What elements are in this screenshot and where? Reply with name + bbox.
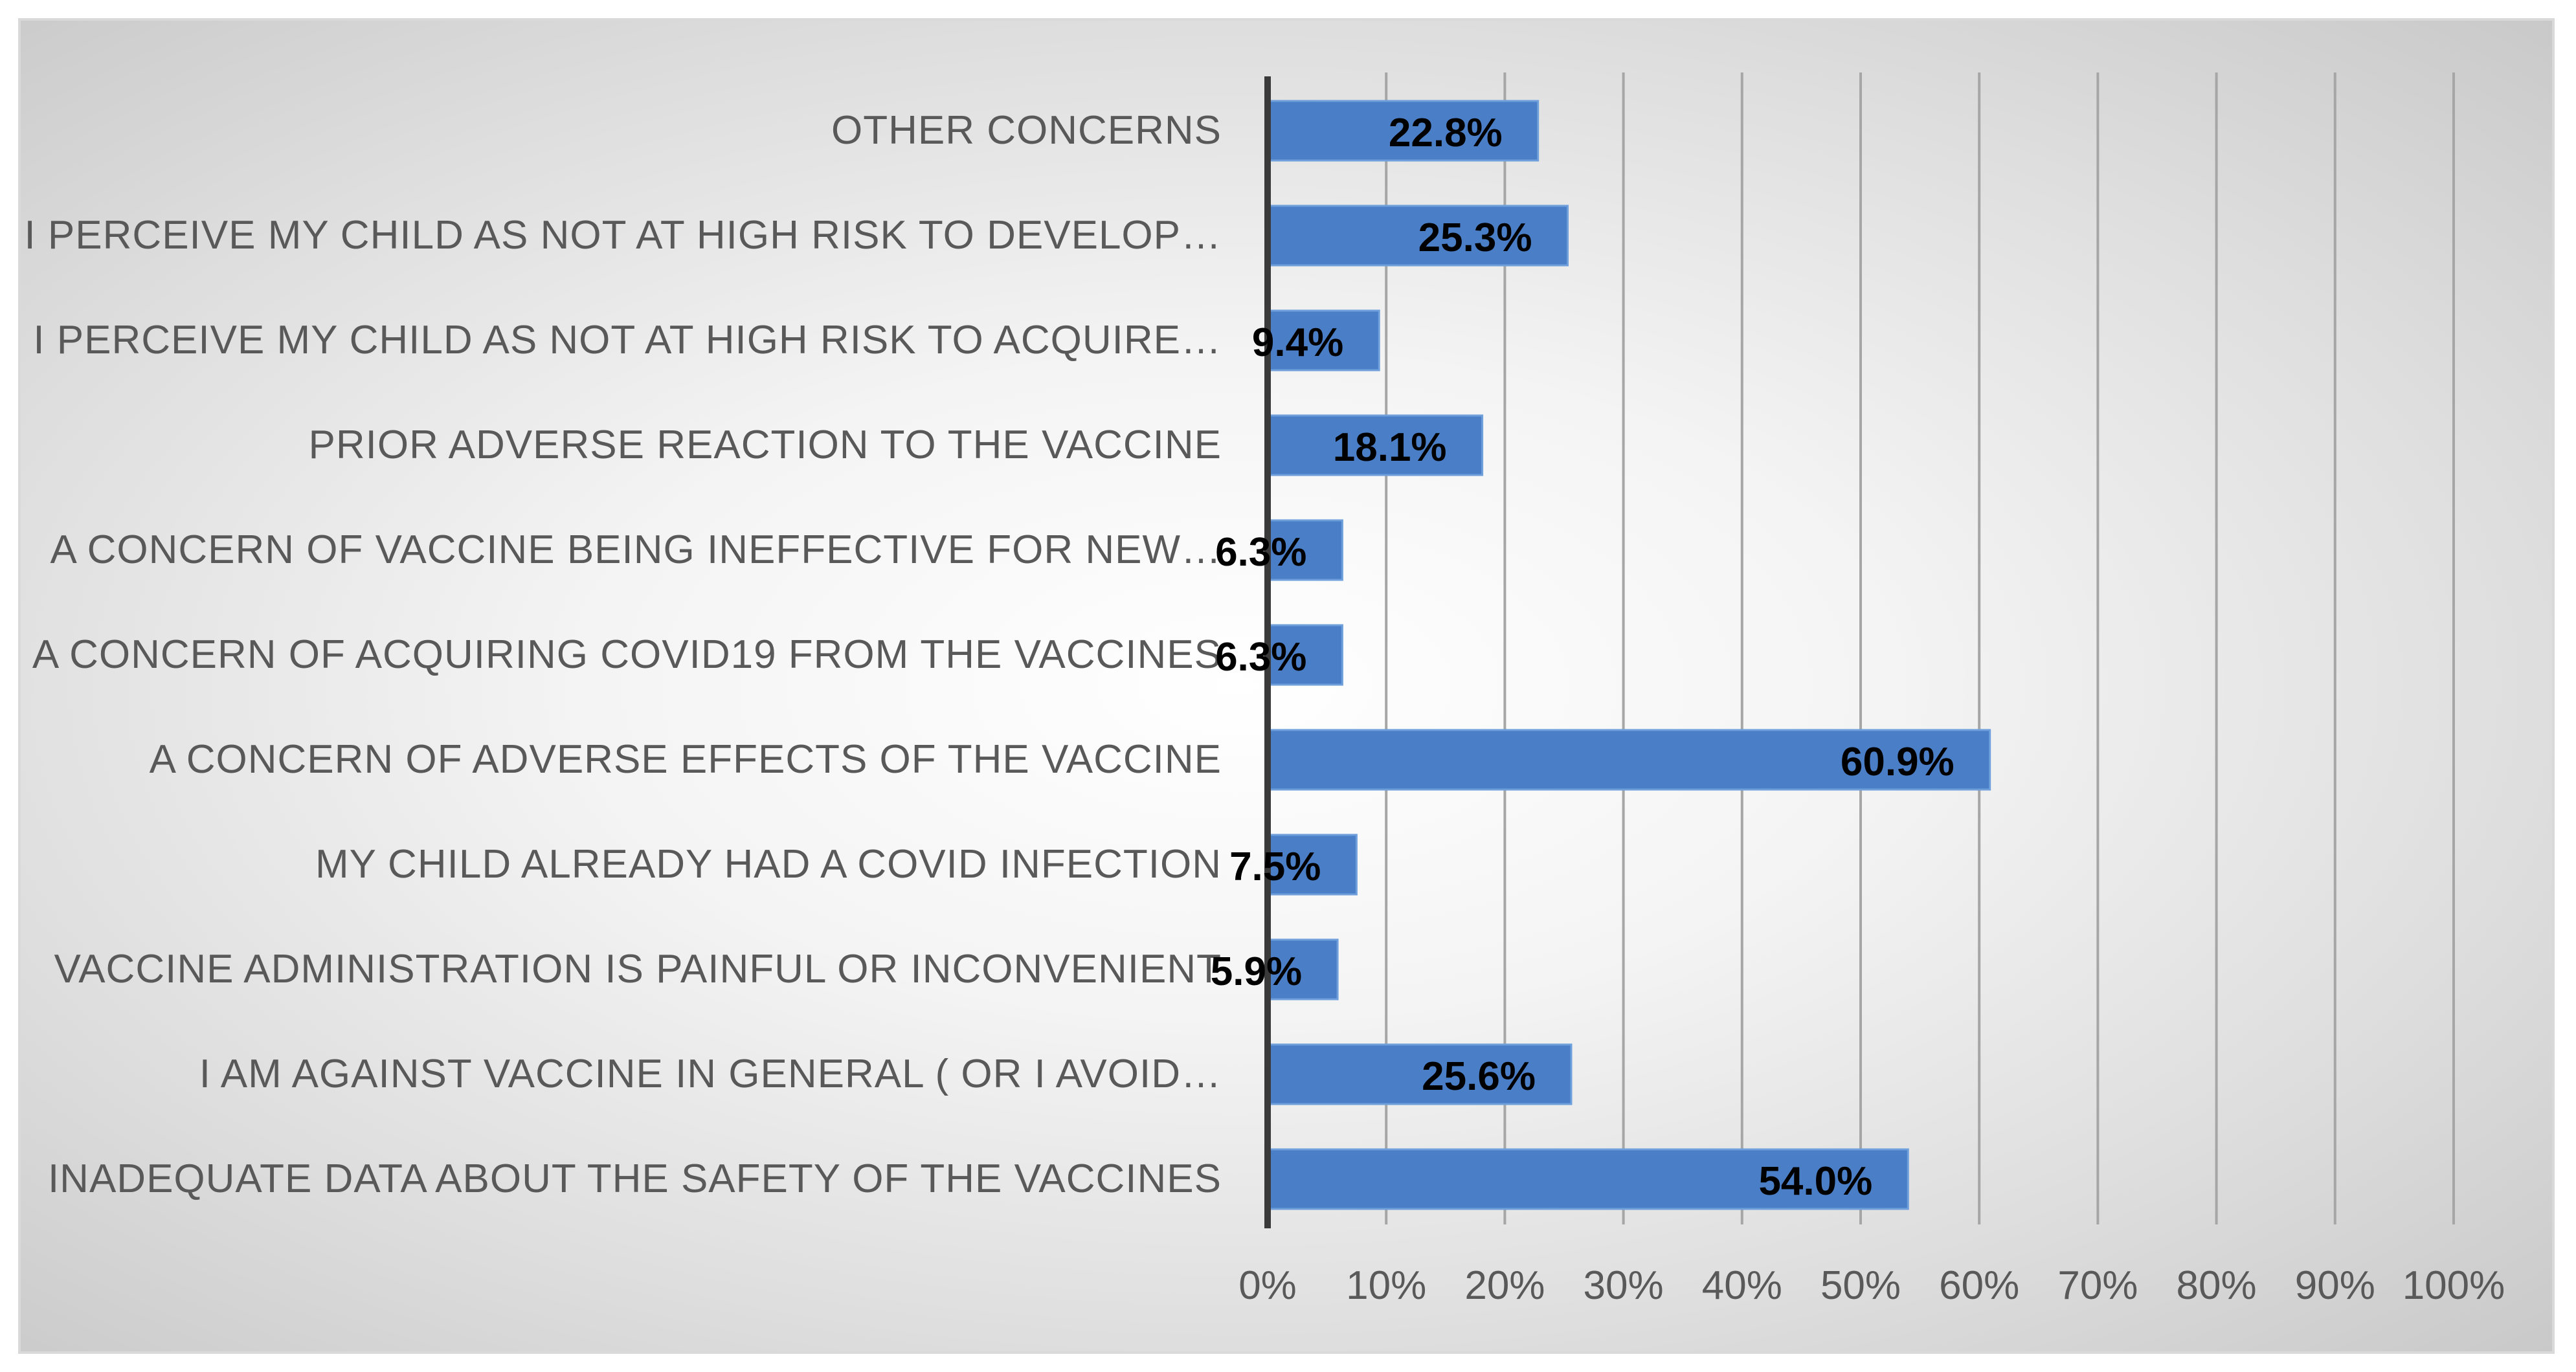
data-label: 54.0%: [1758, 1159, 1872, 1204]
x-tick-label: 70%: [2057, 1263, 2138, 1308]
data-label: 7.5%: [1229, 845, 1321, 889]
bar: [1266, 729, 1991, 791]
bar: [1266, 100, 1540, 162]
x-tick-label: 20%: [1464, 1263, 1545, 1308]
x-tick-label: 10%: [1346, 1263, 1426, 1308]
category-label: PRIOR ADVERSE REACTION TO THE VACCINE: [309, 423, 1222, 467]
category-label: A CONCERN OF VACCINE BEING INEFFECTIVE F…: [50, 527, 1222, 572]
category-label: A CONCERN OF ADVERSE EFFECTS OF THE VACC…: [150, 737, 1222, 782]
bar: [1266, 834, 1358, 896]
x-tick-label: 80%: [2177, 1263, 2257, 1308]
category-label: INADEQUATE DATA ABOUT THE SAFETY OF THE …: [48, 1156, 1222, 1201]
data-labels: 22.8% 25.3% 9.4% 18.1% 6.3% 6.3% 60.9% 7.5% 5.9%…: [1211, 111, 1954, 1204]
x-tick-label: 50%: [1820, 1263, 1901, 1308]
bar: [1266, 938, 1339, 1001]
category-label: A CONCERN OF ACQUIRING COVID19 FROM THE …: [32, 632, 1222, 677]
x-tick-label: 0%: [1238, 1263, 1297, 1308]
category-label: I AM AGAINST VACCINE IN GENERAL ( OR I A…: [199, 1052, 1222, 1096]
category-label: VACCINE ADMINISTRATION IS PAINFUL OR INC…: [54, 947, 1222, 991]
category-label: I PERCEIVE MY CHILD AS NOT AT HIGH RISK …: [33, 318, 1222, 362]
category-label: MY CHILD ALREADY HAD A COVID INFECTION: [315, 842, 1222, 887]
data-label: 5.9%: [1211, 949, 1302, 994]
data-label: 9.4%: [1252, 320, 1343, 365]
x-tick-labels: 0% 10% 20% 30% 40% 50% 60% 70% 80% 90% 100%: [1238, 1263, 2505, 1308]
chart-frame: OTHER CONCERNS I PERCEIVE MY CHILD AS NOT…: [18, 18, 2555, 1354]
data-label: 6.3%: [1215, 635, 1306, 680]
x-tick-label: 30%: [1584, 1263, 1664, 1308]
category-labels: OTHER CONCERNS I PERCEIVE MY CHILD AS NOT…: [24, 108, 1222, 1201]
data-label: 18.1%: [1333, 425, 1447, 470]
category-label: OTHER CONCERNS: [831, 108, 1222, 153]
category-label: I PERCEIVE MY CHILD AS NOT AT HIGH RISK …: [24, 213, 1222, 258]
bar: [1266, 1043, 1573, 1105]
bar: [1266, 1148, 1909, 1210]
data-label: 6.3%: [1215, 530, 1306, 575]
bar-chart: OTHER CONCERNS I PERCEIVE MY CHILD AS NOT…: [24, 72, 2505, 1308]
x-tick-label: 40%: [1702, 1263, 1782, 1308]
data-label: 60.9%: [1841, 740, 1954, 784]
x-tick-label: 90%: [2295, 1263, 2375, 1308]
data-label: 25.3%: [1418, 216, 1532, 260]
data-label: 25.6%: [1422, 1054, 1536, 1099]
x-tick-label: 100%: [2402, 1263, 2505, 1308]
x-tick-label: 60%: [1939, 1263, 2019, 1308]
data-label: 22.8%: [1389, 111, 1503, 155]
bars: [1266, 100, 1991, 1210]
